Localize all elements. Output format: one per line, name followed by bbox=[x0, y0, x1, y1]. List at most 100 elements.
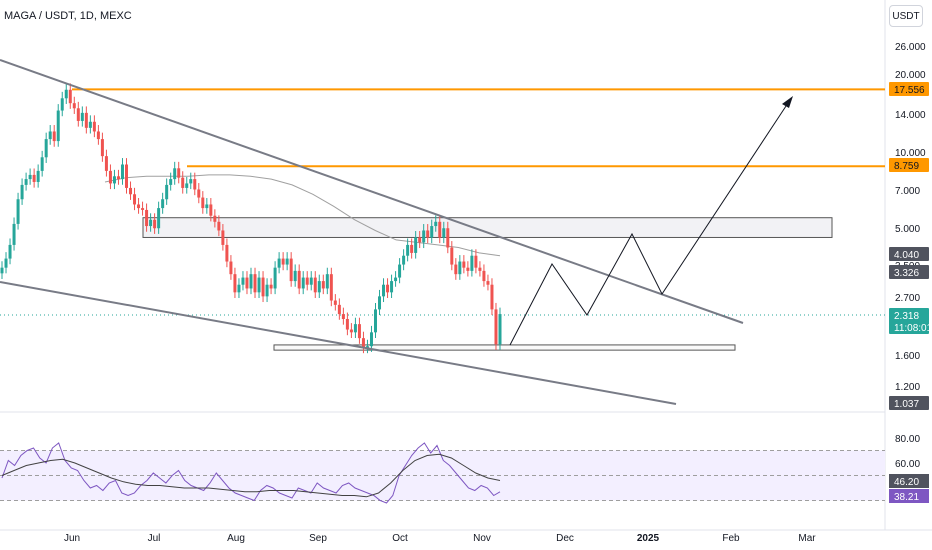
candle-body bbox=[64, 89, 68, 99]
candle-body bbox=[470, 255, 474, 271]
candle-body bbox=[28, 174, 32, 180]
candle-body bbox=[406, 244, 410, 256]
price-axis-tick: 2.700 bbox=[895, 293, 920, 304]
candle-body bbox=[269, 284, 273, 289]
candle-body bbox=[414, 237, 418, 253]
candle-body bbox=[141, 208, 145, 210]
price-axis-tick: 20.000 bbox=[895, 70, 926, 81]
candle-body bbox=[386, 284, 390, 293]
candle-body bbox=[390, 281, 394, 293]
candle-body bbox=[325, 274, 329, 289]
candle-body bbox=[301, 277, 305, 289]
candle-body bbox=[116, 176, 120, 180]
candle-body bbox=[165, 184, 169, 200]
candle-body bbox=[289, 258, 293, 282]
candle-body bbox=[36, 170, 40, 182]
rsi-ma-line bbox=[1, 453, 501, 498]
price-axis-tick: 5.000 bbox=[895, 224, 920, 235]
candle-body bbox=[426, 230, 430, 238]
candle-body bbox=[120, 164, 124, 180]
time-axis-label: Oct bbox=[392, 533, 408, 544]
candle-body bbox=[133, 194, 137, 205]
candle-body bbox=[382, 284, 386, 297]
price-badge-label: 3.326 bbox=[894, 268, 919, 279]
symbol-title: MAGA / USDT, 1D, MEXC bbox=[4, 10, 132, 22]
candle-body bbox=[185, 183, 189, 188]
projection-arrowhead bbox=[782, 96, 793, 108]
candle-body bbox=[205, 204, 209, 209]
candle-body bbox=[486, 281, 490, 285]
rsi-badge-bg bbox=[889, 489, 929, 503]
candle-body bbox=[233, 274, 237, 293]
candle-body bbox=[149, 219, 153, 227]
candle-body bbox=[137, 204, 141, 209]
price-badge-label: 2.318 bbox=[894, 311, 919, 322]
price-axis-tick: 14.000 bbox=[895, 110, 926, 121]
candle-body bbox=[333, 300, 337, 305]
price-badge-label: 8.759 bbox=[894, 161, 919, 172]
time-axis-label: Feb bbox=[722, 533, 740, 544]
time-axis-label: Nov bbox=[473, 533, 491, 544]
time-axis-label: Sep bbox=[309, 533, 327, 544]
time-axis-label: Aug bbox=[227, 533, 245, 544]
projection-path bbox=[509, 99, 791, 346]
candle-body bbox=[378, 296, 382, 310]
candle-body bbox=[349, 329, 353, 333]
candle-body bbox=[96, 131, 100, 140]
candle-body bbox=[498, 314, 502, 345]
price-axis-tick: 7.000 bbox=[895, 186, 920, 197]
price-badge-bg bbox=[889, 158, 929, 172]
candle-body bbox=[44, 139, 48, 158]
candle-body bbox=[418, 237, 422, 243]
candle-body bbox=[8, 244, 12, 259]
lower-wedge-trendline bbox=[0, 281, 677, 405]
candle-body bbox=[369, 332, 373, 347]
candle-body bbox=[161, 199, 165, 209]
candle-body bbox=[225, 244, 229, 262]
currency-button[interactable]: USDT bbox=[889, 5, 923, 27]
candle-body bbox=[229, 261, 233, 275]
candle-body bbox=[394, 277, 398, 282]
candle-body bbox=[181, 177, 185, 188]
candle-body bbox=[68, 89, 72, 104]
candle-body bbox=[309, 277, 313, 285]
time-axis-label: 2025 bbox=[637, 533, 660, 544]
resistance-zone bbox=[142, 217, 833, 238]
candle-body bbox=[153, 219, 157, 229]
candle-body bbox=[52, 131, 56, 142]
candle-body bbox=[217, 221, 221, 231]
candle-body bbox=[313, 277, 317, 293]
candle-body bbox=[125, 164, 128, 188]
candle-body bbox=[462, 261, 466, 268]
candle-body bbox=[281, 258, 285, 265]
candle-body bbox=[100, 139, 104, 157]
candle-body bbox=[305, 277, 309, 285]
candle-body bbox=[398, 264, 402, 278]
time-axis-label: Jun bbox=[64, 533, 80, 544]
candle-body bbox=[209, 204, 213, 216]
time-axis-label: Dec bbox=[556, 533, 574, 544]
candle-body bbox=[277, 258, 281, 268]
candle-body bbox=[213, 215, 217, 222]
candle-body bbox=[273, 267, 277, 289]
candle-body bbox=[374, 309, 377, 333]
price-axis-tick: 1.200 bbox=[895, 382, 920, 393]
candle-body bbox=[80, 112, 84, 121]
candle-body bbox=[84, 112, 88, 128]
candle-body bbox=[169, 179, 173, 185]
candle-body bbox=[129, 187, 133, 195]
candle-body bbox=[422, 230, 426, 243]
candle-body bbox=[402, 255, 406, 265]
candle-body bbox=[88, 121, 92, 128]
candle-body bbox=[249, 274, 253, 289]
candle-body bbox=[173, 168, 177, 180]
rsi-badge-bg bbox=[889, 474, 929, 488]
candle-body bbox=[56, 110, 60, 142]
candle-body bbox=[108, 170, 112, 184]
candle-body bbox=[157, 208, 161, 229]
candle-body bbox=[193, 179, 197, 190]
price-badge-label: 4.040 bbox=[894, 250, 919, 261]
rsi-axis-tick: 60.00 bbox=[895, 459, 920, 470]
price-badge-bg bbox=[889, 308, 929, 322]
